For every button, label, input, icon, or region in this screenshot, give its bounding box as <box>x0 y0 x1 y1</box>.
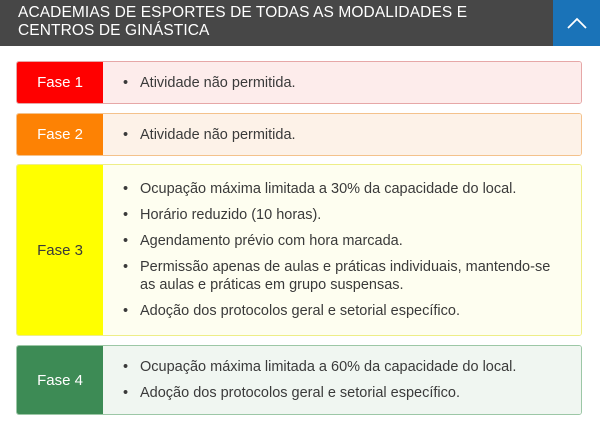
phase-rules: Ocupação máxima limitada a 60% da capaci… <box>103 346 581 414</box>
phase-row-2: Fase 2 Atividade não permitida. <box>16 113 582 156</box>
rule-item: Adoção dos protocolos geral e setorial e… <box>123 302 581 320</box>
collapse-toggle-button[interactable] <box>553 0 600 46</box>
rule-item: Horário reduzido (10 horas). <box>123 206 581 224</box>
rule-item: Atividade não permitida. <box>123 74 581 92</box>
phase-label: Fase 1 <box>17 62 103 103</box>
phase-label: Fase 3 <box>17 165 103 335</box>
phase-row-4: Fase 4 Ocupação máxima limitada a 60% da… <box>16 345 582 415</box>
phase-row-1: Fase 1 Atividade não permitida. <box>16 61 582 104</box>
rule-item: Atividade não permitida. <box>123 126 581 144</box>
phase-row-3: Fase 3 Ocupação máxima limitada a 30% da… <box>16 164 582 336</box>
accordion-header[interactable]: ACADEMIAS DE ESPORTES DE TODAS AS MODALI… <box>0 0 600 46</box>
phase-label: Fase 4 <box>17 346 103 414</box>
phase-rules: Atividade não permitida. <box>103 114 581 155</box>
rule-item: Permissão apenas de aulas e práticas ind… <box>123 258 581 294</box>
phase-label: Fase 2 <box>17 114 103 155</box>
rule-item: Adoção dos protocolos geral e setorial e… <box>123 384 581 402</box>
rule-item: Ocupação máxima limitada a 30% da capaci… <box>123 180 581 198</box>
phase-rules: Atividade não permitida. <box>103 62 581 103</box>
phase-rules: Ocupação máxima limitada a 30% da capaci… <box>103 165 581 335</box>
rule-item: Ocupação máxima limitada a 60% da capaci… <box>123 358 581 376</box>
rule-item: Agendamento prévio com hora marcada. <box>123 232 581 250</box>
chevron-up-icon <box>566 17 587 29</box>
section-title: ACADEMIAS DE ESPORTES DE TODAS AS MODALI… <box>18 4 468 39</box>
